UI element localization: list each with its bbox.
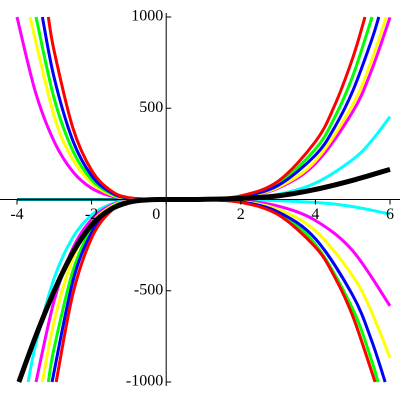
y-tick-label: -1000: [126, 373, 163, 390]
x-tick-label: 4: [311, 206, 319, 223]
x-tick-label: -4: [10, 206, 23, 223]
x-tick-label: -2: [85, 206, 98, 223]
curve: [50, 197, 387, 383]
curve: [46, 16, 367, 202]
x-tick-label: 0: [152, 206, 160, 223]
curve: [34, 16, 374, 202]
x-tick-label: 6: [386, 206, 394, 223]
x-tick-label: 2: [237, 206, 245, 223]
y-tick-label: 1000: [131, 8, 163, 25]
y-tick-label: -500: [134, 281, 163, 298]
y-tick-label: 500: [139, 99, 163, 116]
axes: -4 -2 0 2 4 6 -1000 -500 500 1000: [0, 8, 400, 390]
curve: [26, 197, 391, 383]
